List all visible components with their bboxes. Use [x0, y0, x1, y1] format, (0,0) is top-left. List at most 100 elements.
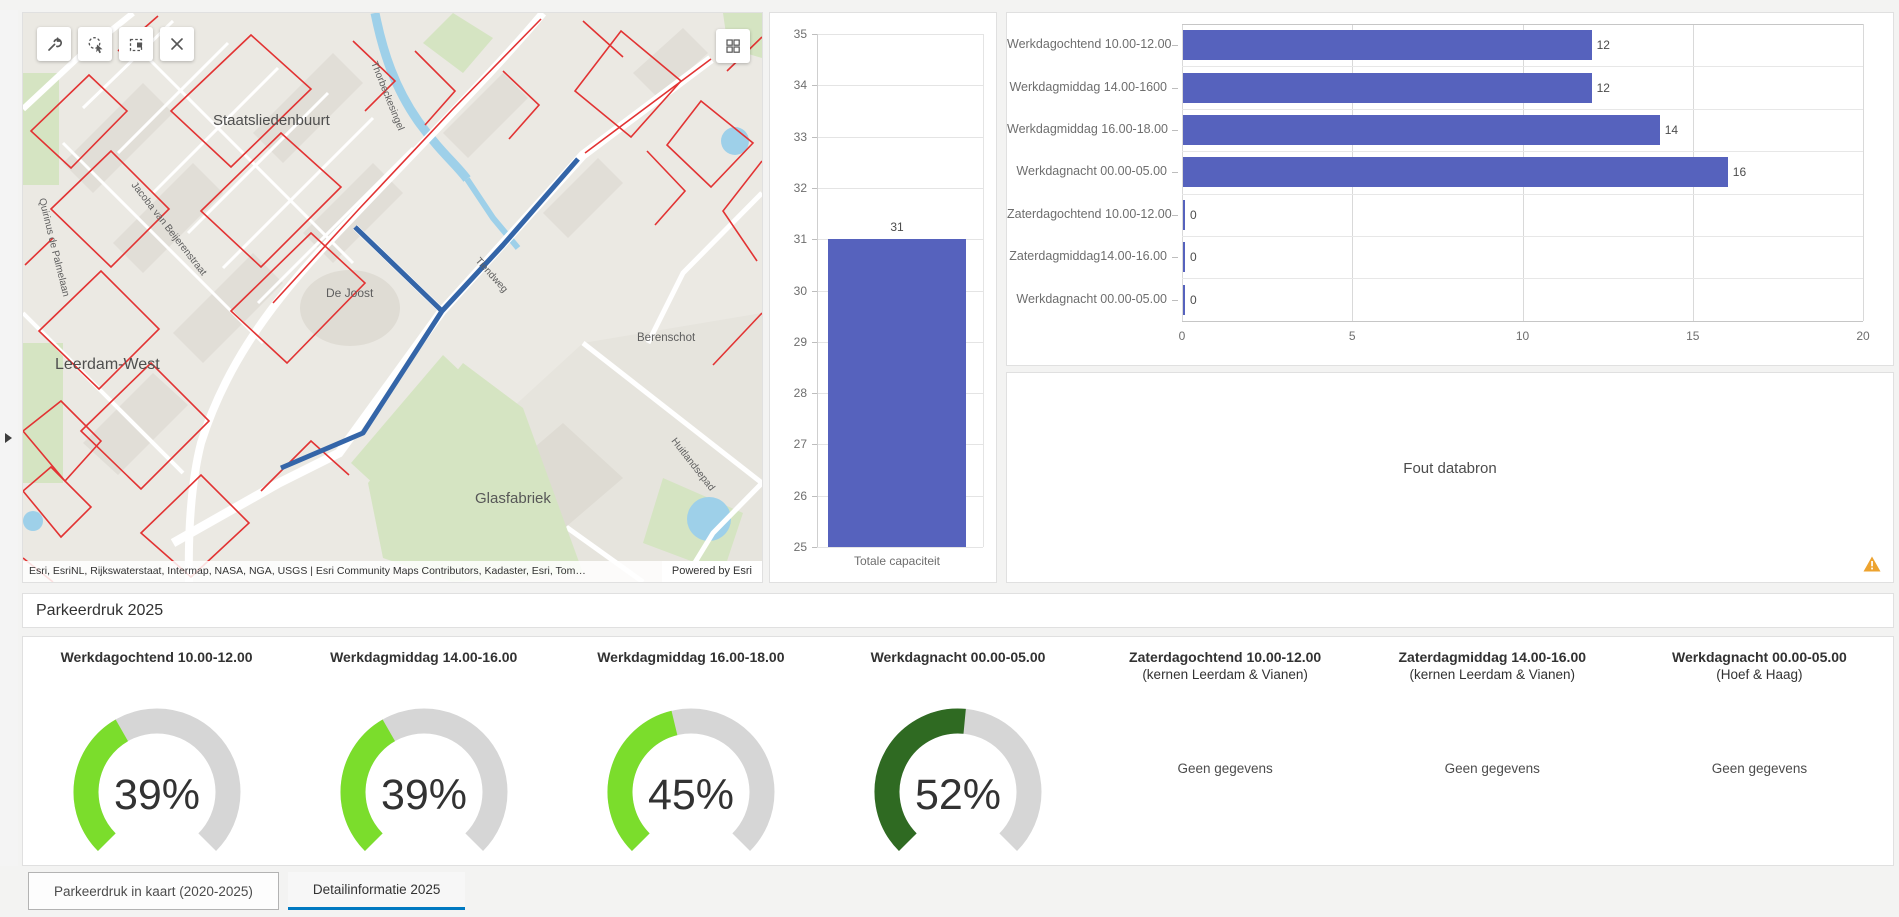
gauge: 39%: [319, 700, 529, 868]
map-clear-selection-button[interactable]: [160, 27, 194, 61]
x-tick-label: 5: [1337, 329, 1367, 343]
gauge: 45%: [586, 700, 796, 868]
lasso-select-icon: [86, 35, 105, 54]
map-tools-button[interactable]: [37, 27, 71, 61]
y-tick-label: 25: [770, 540, 807, 554]
y-tick-label: 34: [770, 78, 807, 92]
tab-parkeerdruk-in-kaart[interactable]: Parkeerdruk in kaart (2020-2025): [28, 872, 279, 910]
map-attribution: Esri, EsriNL, Rijkswaterstaat, Intermap,…: [23, 561, 762, 582]
map-label-district: Staatsliedenbuurt: [213, 112, 331, 129]
map-lasso-select-button[interactable]: [78, 27, 112, 61]
section-title: Parkeerdruk 2025: [36, 602, 163, 620]
expand-panel-arrow-icon[interactable]: [5, 433, 12, 443]
gauge-value-label: 39%: [114, 771, 200, 819]
map-label-place: Berenschot: [637, 332, 696, 344]
map-label-area: Glasfabriek: [475, 490, 551, 507]
y-tick-label: 33: [770, 130, 807, 144]
gridline: [817, 85, 983, 86]
map-panel[interactable]: Staatsliedenbuurt Leerdam-West De Joost …: [22, 12, 763, 583]
y-tick-label: 28: [770, 386, 807, 400]
row-separator: [1182, 109, 1863, 110]
gauge-title: Werkdagmiddag 16.00-18.00: [597, 648, 784, 666]
capacity-chart-panel: 252627282930313233343531Totale capacitei…: [769, 12, 997, 583]
category-label: Zaterdagmiddag14.00-16.00: [1007, 249, 1167, 263]
gauges-panel: Werkdagochtend 10.00-12.0039%Werkdagmidd…: [22, 636, 1894, 866]
y-tick-label: 27: [770, 437, 807, 451]
row-separator: [1182, 66, 1863, 67]
gauges-row: Werkdagochtend 10.00-12.0039%Werkdagmidd…: [23, 637, 1893, 865]
x-axis-title: Totale capaciteit: [797, 554, 997, 568]
gridline: [817, 137, 983, 138]
grid-icon: [724, 37, 742, 55]
map-box-select-button[interactable]: [119, 27, 153, 61]
y-tick-label: 31: [770, 232, 807, 246]
error-message: Fout databron: [1403, 460, 1496, 477]
row-separator: [1182, 321, 1863, 322]
no-data-text: Geen gegevens: [1177, 668, 1272, 868]
bar-value-label: 12: [1597, 38, 1610, 52]
gauge-column: Werkdagnacht 00.00-05.00(Hoef & Haag)Gee…: [1626, 637, 1893, 868]
tick-mark: [1172, 257, 1178, 258]
gauge-column: Werkdagmiddag 14.00-16.00 39%: [290, 637, 557, 868]
category-label: Werkdagmiddag 14.00-1600: [1007, 80, 1167, 94]
gridline: [1863, 24, 1864, 321]
bar: [1183, 30, 1592, 60]
bar: [1183, 73, 1592, 103]
gauge-header: Werkdagmiddag 14.00-16.00: [330, 648, 517, 694]
bar-value-label: 0: [1190, 208, 1197, 222]
collapsed-side-panel: [0, 10, 18, 866]
y-tick-label: 32: [770, 181, 807, 195]
gauge-value-label: 39%: [381, 771, 467, 819]
gauge-title: Zaterdagochtend 10.00-12.00: [1129, 648, 1321, 666]
map-canvas[interactable]: Staatsliedenbuurt Leerdam-West De Joost …: [23, 13, 762, 582]
bar-value-label: 16: [1733, 165, 1746, 179]
gauge-header: Werkdagochtend 10.00-12.00: [61, 648, 253, 694]
wrench-icon: [45, 35, 63, 53]
tab-label: Detailinformatie 2025: [313, 882, 441, 897]
no-data-text: Geen gegevens: [1445, 668, 1540, 868]
tick-mark: [1172, 172, 1178, 173]
row-separator: [1182, 194, 1863, 195]
tab-label: Parkeerdruk in kaart (2020-2025): [54, 884, 253, 899]
powered-by-esri: Powered by Esri: [662, 561, 762, 582]
gauge-header: Werkdagmiddag 16.00-18.00: [597, 648, 784, 694]
bar-value-label: 14: [1665, 123, 1678, 137]
daypart-chart: 05101520Werkdagochtend 10.00-12.0012Werk…: [1007, 13, 1893, 365]
bar-value-label: 31: [828, 220, 966, 234]
bar-value-label: 0: [1190, 250, 1197, 264]
category-label: Werkdagmiddag 16.00-18.00: [1007, 122, 1167, 136]
x-tick-label: 10: [1508, 329, 1538, 343]
map-label-place: De Joost: [326, 286, 374, 300]
row-separator: [1182, 151, 1863, 152]
gridline: [817, 188, 983, 189]
map-toolbar: [37, 27, 194, 61]
map-label-district: Leerdam-West: [55, 356, 160, 373]
y-tick-label: 29: [770, 335, 807, 349]
bar: [1183, 242, 1185, 272]
gauge-value-label: 45%: [648, 771, 734, 819]
gridline: [817, 547, 983, 548]
y-axis-line: [817, 34, 818, 547]
tab-detailinformatie-2025[interactable]: Detailinformatie 2025: [288, 872, 466, 910]
daypart-chart-panel: 05101520Werkdagochtend 10.00-12.0012Werk…: [1006, 12, 1894, 366]
y-tick-label: 30: [770, 284, 807, 298]
gauge-title: Zaterdagmiddag 14.00-16.00: [1399, 648, 1587, 666]
warning-icon[interactable]: [1863, 556, 1881, 572]
bar: [1183, 157, 1728, 187]
bar: [1183, 200, 1185, 230]
gauge-column: Werkdagochtend 10.00-12.00 39%: [23, 637, 290, 868]
close-icon: [169, 36, 185, 52]
category-label: Werkdagnacht 00.00-05.00: [1007, 164, 1167, 178]
capacity-chart: 252627282930313233343531Totale capacitei…: [770, 13, 996, 582]
box-select-icon: [127, 35, 146, 54]
tick-mark: [1172, 45, 1178, 46]
bar: [1183, 115, 1660, 145]
tick-mark: [1172, 215, 1178, 216]
x-tick-label: 20: [1848, 329, 1878, 343]
row-separator: [1182, 24, 1863, 25]
basemap-gallery-button[interactable]: [716, 29, 750, 63]
gauge-header: Werkdagnacht 00.00-05.00: [871, 648, 1046, 694]
gauge-title: Werkdagnacht 00.00-05.00: [871, 648, 1046, 666]
gauge-column: Zaterdagochtend 10.00-12.00(kernen Leerd…: [1092, 637, 1359, 868]
category-label: Werkdagochtend 10.00-12.00: [1007, 37, 1167, 51]
